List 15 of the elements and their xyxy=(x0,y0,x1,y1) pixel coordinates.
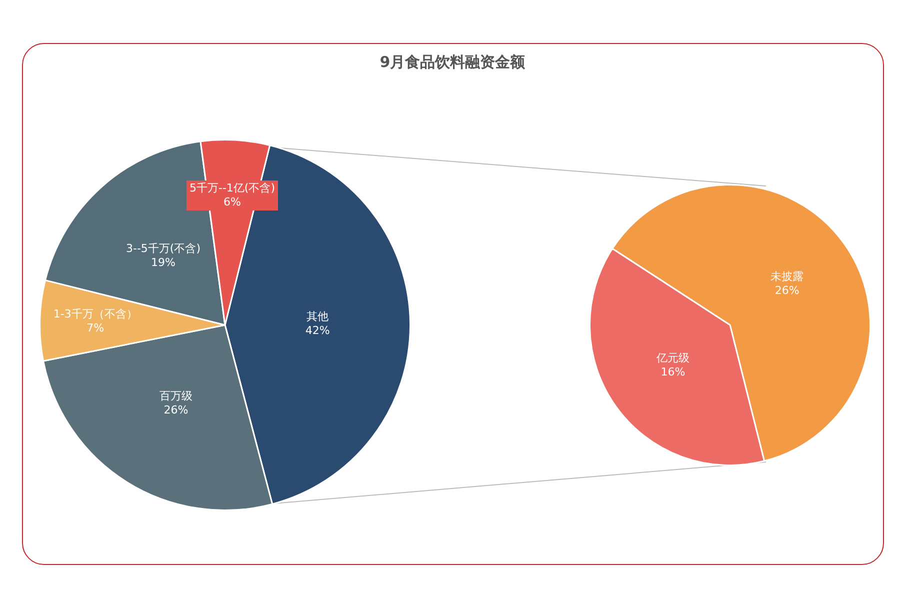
data-label: 26% xyxy=(164,403,188,416)
data-label: 42% xyxy=(305,324,330,338)
text: 9月食品饮料融资金额 xyxy=(378,53,526,72)
data-label: 6% xyxy=(224,195,241,208)
data-label: 7% xyxy=(86,322,104,335)
slice-label: 其他 xyxy=(306,310,329,324)
data-label: 26% xyxy=(774,284,800,298)
slice-label: 5千万--1亿(不含) xyxy=(189,181,276,194)
slice-label: 1-3千万（不含） xyxy=(53,308,138,321)
data-label: 19% xyxy=(151,256,176,269)
slice-label: 未披露 xyxy=(770,270,804,284)
slice-label: 百万级 xyxy=(159,389,192,402)
slice-label: 亿元级 xyxy=(655,352,690,365)
data-label: 16% xyxy=(660,366,686,379)
slice-label: 3--5千万(不含) xyxy=(126,242,201,255)
